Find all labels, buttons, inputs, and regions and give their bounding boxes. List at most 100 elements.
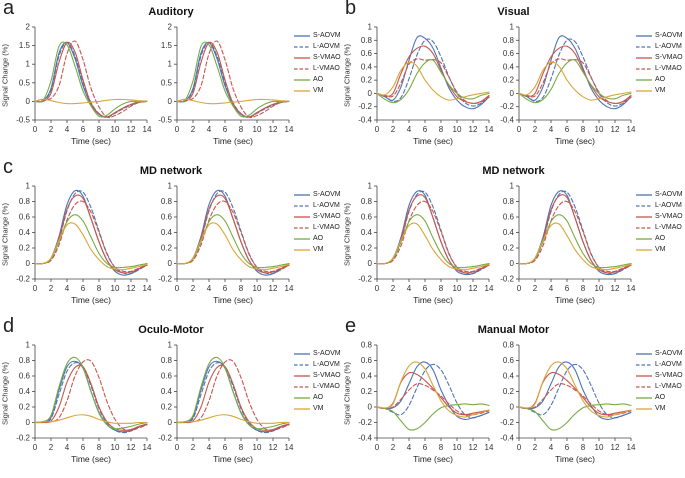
legend-label: VM — [313, 87, 324, 94]
y-tick-label: 0.6 — [361, 213, 373, 222]
series-line-L-AOVM — [376, 190, 490, 275]
y-tick-label: 1 — [26, 60, 31, 69]
x-tick-label: 14 — [285, 443, 294, 452]
y-tick-label: 0.6 — [503, 213, 515, 222]
legend-label: VM — [313, 405, 324, 412]
y-tick-label: -0.2 — [158, 434, 172, 443]
series-line-L-AOVM — [34, 190, 148, 275]
y-tick-label: -0.5 — [16, 116, 30, 125]
y-tick-label: -0.2 — [16, 434, 30, 443]
y-tick-label: 0.2 — [19, 244, 31, 253]
x-tick-label: 4 — [407, 125, 412, 134]
axes: 0 2 4 6 8 10 12 14 -0.4 -0.2 0 0.2 0.4 0.6 0.8 Time (se… — [358, 341, 494, 465]
x-tick-label: 14 — [285, 125, 294, 134]
panel-a: a Auditory Signal Change (%) 0 2 4 6 8 10 12 14 -0.… — [0, 0, 342, 159]
x-tick-label: 10 — [111, 125, 120, 134]
y-tick-label: -0.5 — [158, 116, 172, 125]
x-tick-label: 8 — [581, 443, 586, 452]
x-tick-label: 6 — [423, 125, 428, 134]
y-tick-label: 0.6 — [19, 372, 31, 381]
series-line-S-AOVM — [176, 189, 290, 276]
subplot-left: 0 2 4 6 8 10 12 14 -0.4 -0.2 0 0.2 0.4 0.6 0.8 Time (se… — [358, 341, 494, 465]
legend-item-L-AOVM: L-AOVM — [294, 359, 342, 370]
legend-item-VM: VM — [636, 403, 684, 414]
legend-line-swatch — [636, 396, 652, 399]
x-tick-label: 10 — [253, 284, 262, 293]
y-tick-label: 1 — [168, 182, 173, 191]
x-tick-label: 4 — [207, 284, 212, 293]
series-line-L-AOVM — [176, 190, 290, 275]
legend-label: S-AOVM — [655, 191, 683, 198]
x-tick-label: 10 — [453, 125, 462, 134]
x-tick-label: 14 — [143, 284, 152, 293]
series-line-AO — [376, 59, 490, 104]
legend-line-swatch — [294, 78, 310, 81]
series-line-S-VMAO — [34, 41, 148, 118]
legend-item-L-VMAO: L-VMAO — [294, 63, 342, 74]
legend-line-swatch — [636, 45, 652, 48]
y-tick-label: 1 — [510, 23, 515, 32]
x-tick-label: 8 — [439, 443, 444, 452]
legend-line-swatch — [294, 396, 310, 399]
legend-line-swatch — [294, 193, 310, 196]
y-tick-label: 0.6 — [161, 213, 173, 222]
series-line-S-AOVM — [376, 190, 490, 276]
y-axis-label: Signal Change (%) — [0, 44, 10, 108]
y-tick-label: 1.5 — [19, 41, 31, 50]
legend-line-swatch — [636, 385, 652, 388]
series-line-VM — [518, 222, 632, 271]
x-tick-label: 14 — [485, 284, 494, 293]
series-line-VM — [376, 361, 490, 418]
legend-line-swatch — [636, 34, 652, 37]
x-tick-label: 0 — [375, 443, 380, 452]
y-tick-label: 0.6 — [161, 372, 173, 381]
y-tick-label: 0.4 — [503, 62, 515, 71]
axes: 0 2 4 6 8 10 12 14 -0.4 -0.2 0 0.2 0.4 0.6 0.8 Time (se… — [500, 341, 636, 465]
x-tick-label: 12 — [269, 125, 278, 134]
legend-item-L-VMAO: L-VMAO — [636, 222, 684, 233]
legend-item-S-VMAO: S-VMAO — [294, 370, 342, 381]
y-tick-label: 0.8 — [361, 36, 373, 45]
y-tick-label: -0.2 — [358, 275, 372, 284]
legend-item-VM: VM — [294, 403, 342, 414]
series-line-L-VMAO — [34, 200, 148, 273]
series-line-L-VMAO — [34, 359, 148, 431]
y-tick-label: 0 — [168, 418, 173, 427]
legend-label: VM — [655, 246, 666, 253]
x-tick-label: 2 — [391, 443, 396, 452]
y-tick-label: 0.8 — [503, 36, 515, 45]
y-tick-label: 1 — [368, 23, 373, 32]
legend-item-L-AOVM: L-AOVM — [294, 41, 342, 52]
y-tick-label: 0 — [168, 259, 173, 268]
x-tick-label: 4 — [65, 125, 70, 134]
y-tick-label: -0.4 — [358, 434, 372, 443]
panel-letter: e — [345, 315, 357, 337]
x-tick-label: 4 — [65, 284, 70, 293]
panel-letter: a — [3, 0, 15, 19]
x-tick-label: 14 — [627, 284, 636, 293]
x-tick-label: 8 — [439, 284, 444, 293]
x-tick-label: 10 — [595, 125, 604, 134]
legend-item-VM: VM — [294, 85, 342, 96]
x-tick-label: 4 — [207, 443, 212, 452]
y-axis-label: Signal Change (%) — [0, 362, 10, 426]
legend-line-swatch — [294, 226, 310, 229]
x-tick-label: 12 — [611, 284, 620, 293]
panel-title: Auditory — [148, 6, 194, 18]
legend-item-S-VMAO: S-VMAO — [294, 211, 342, 222]
x-tick-label: 6 — [223, 284, 228, 293]
series-line-S-AOVM — [518, 35, 632, 110]
y-tick-label: 0.8 — [361, 197, 373, 206]
legend-item-VM: VM — [636, 85, 684, 96]
series-line-VM — [34, 414, 148, 424]
x-tick-label: 6 — [565, 443, 570, 452]
series-line-S-AOVM — [376, 361, 490, 420]
x-tick-label: 14 — [143, 443, 152, 452]
legend-label: L-VMAO — [655, 65, 682, 72]
legend-label: L-VMAO — [313, 65, 340, 72]
legend-line-swatch — [636, 204, 652, 207]
series-line-L-VMAO — [176, 359, 290, 431]
plots-row: Signal Change (%) 0 2 4 6 8 10 12 14 -0.4 -0.2 0 0.2… — [342, 338, 685, 470]
legend-label: L-AOVM — [655, 202, 682, 209]
